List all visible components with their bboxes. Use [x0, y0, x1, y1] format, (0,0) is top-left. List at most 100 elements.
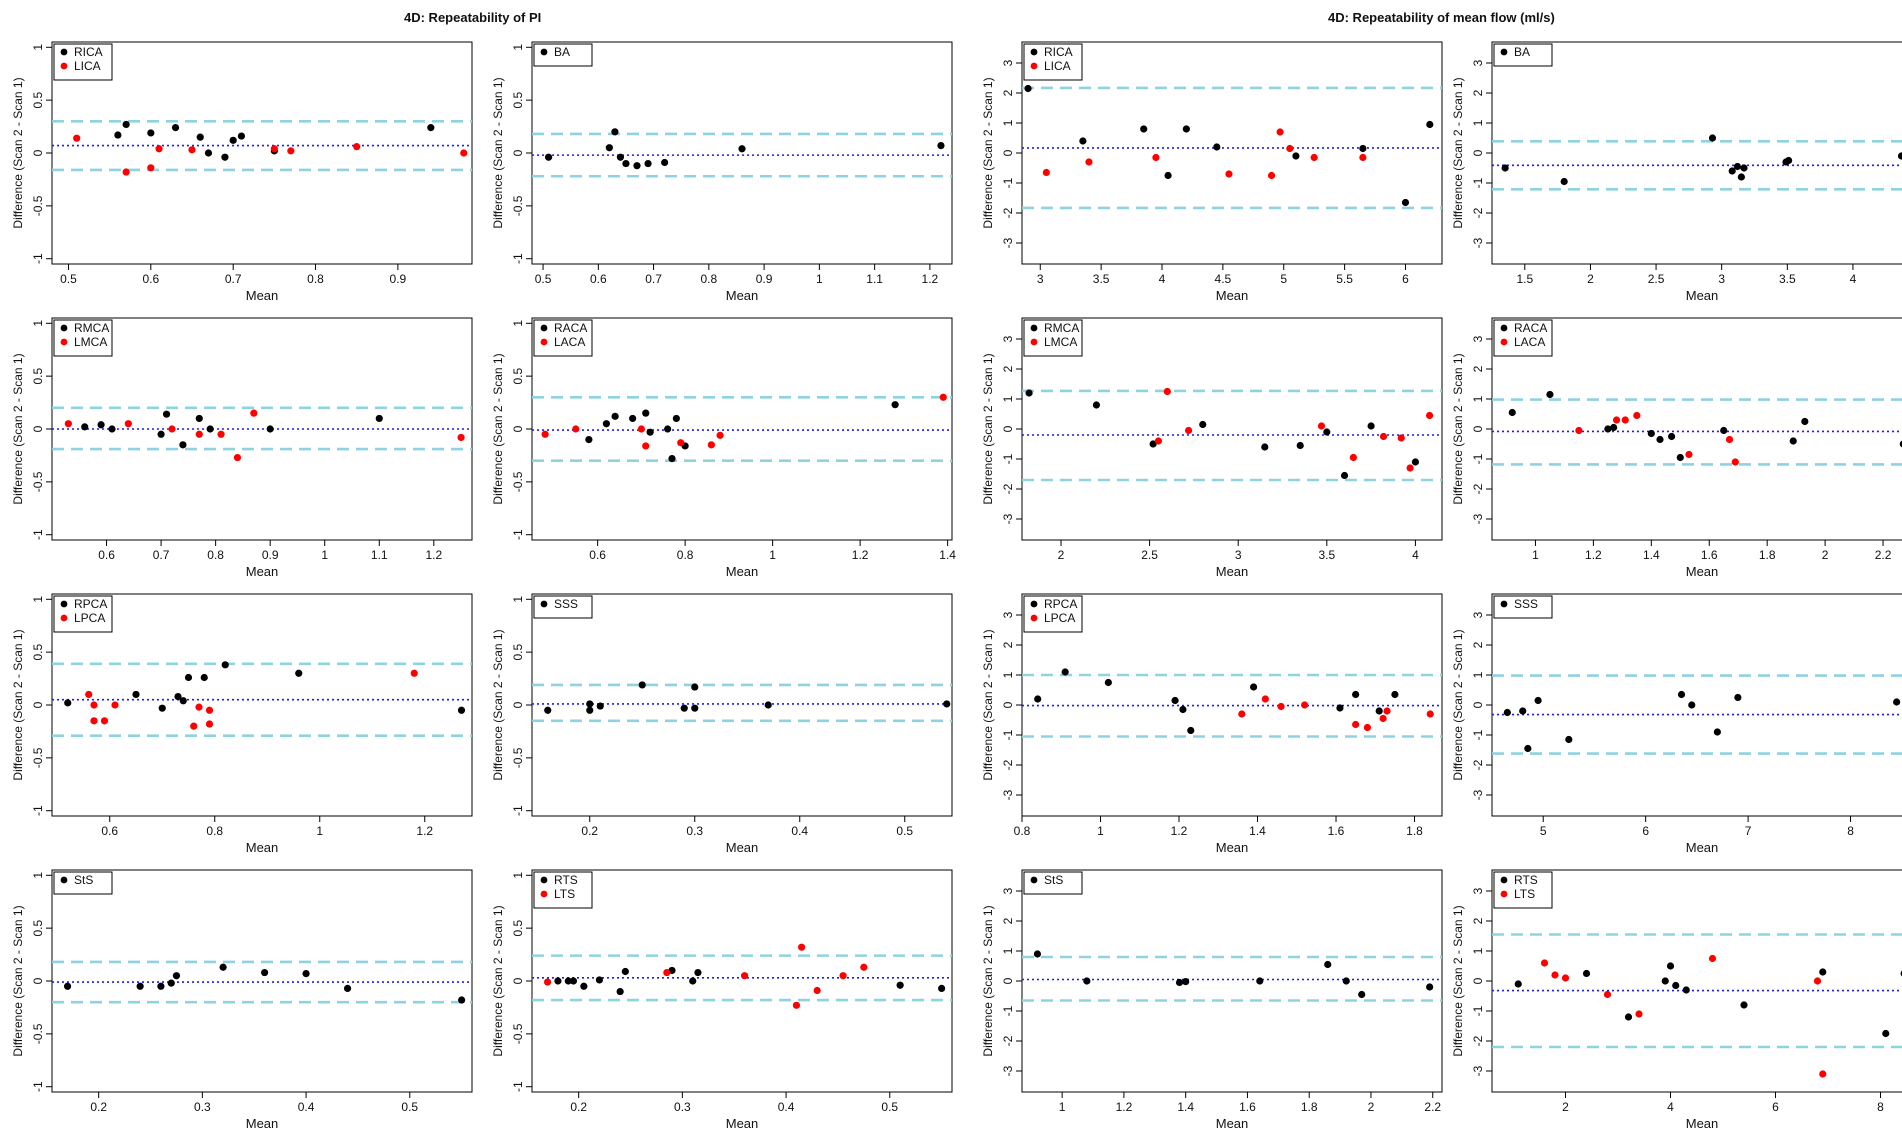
x-tick-label: 2 [1058, 548, 1065, 562]
data-point [586, 700, 594, 708]
data-point [1612, 416, 1621, 424]
legend-label: RMCA [1044, 321, 1079, 335]
y-tick-label: 1 [511, 44, 525, 51]
data-point [1292, 152, 1300, 160]
x-tick-label: 1 [1059, 1100, 1066, 1114]
data-point [1676, 453, 1684, 462]
data-point [162, 410, 171, 418]
y-axis-label: Difference (Scan 2 - Scan 1) [11, 629, 25, 780]
data-point [1184, 426, 1193, 435]
x-tick-label: 1.1 [866, 272, 883, 286]
legend-marker [540, 48, 548, 56]
data-point [611, 128, 619, 136]
x-tick-label: 0.9 [390, 272, 407, 286]
y-tick-label: 1 [511, 320, 525, 327]
x-tick-label: 3.5 [1318, 548, 1335, 562]
legend-label: RACA [1514, 321, 1547, 335]
data-point [1085, 158, 1093, 166]
data-point [939, 393, 947, 401]
y-tick-label: -2 [1471, 483, 1485, 494]
x-tick-label: 3 [1037, 272, 1044, 286]
data-point [1565, 735, 1573, 744]
data-point [707, 441, 715, 449]
data-point [1508, 408, 1516, 417]
data-point [691, 704, 699, 712]
data-point [195, 703, 203, 711]
panel-pi-pca: 0.6 0.8 1 1.2 -1 -0.5 0 0.5 1 Mean Difference (Sca… [11, 593, 473, 855]
data-point [1893, 698, 1901, 706]
legend-label: RICA [74, 45, 103, 59]
data-point [1514, 980, 1522, 988]
legend-marker [1030, 876, 1038, 884]
y-tick-label: 3 [1001, 59, 1015, 66]
y-tick-label: -0.5 [31, 747, 45, 768]
data-point [221, 661, 229, 669]
data-point [188, 146, 196, 154]
legend-marker [540, 890, 548, 898]
x-axis-label: Mean [1216, 564, 1249, 579]
y-tick-label: -3 [1471, 789, 1485, 800]
data-point [1677, 690, 1686, 699]
x-tick-label: 0.7 [153, 548, 170, 562]
data-point [1672, 981, 1680, 990]
legend-label: LMCA [74, 335, 107, 349]
data-point [1276, 128, 1284, 136]
data-point [1391, 690, 1399, 699]
y-tick-label: 0 [1001, 701, 1015, 708]
x-tick-label: 0.6 [589, 548, 606, 562]
data-point [637, 425, 645, 433]
data-point [1819, 1070, 1827, 1078]
data-point [1524, 744, 1532, 753]
y-axis-label: Difference (Scan 2 - Scan 1) [1451, 905, 1465, 1056]
x-tick-label: 1.2 [416, 824, 433, 838]
y-tick-label: -2 [1001, 759, 1015, 770]
y-tick-label: 0.5 [511, 91, 525, 108]
data-point [1238, 710, 1246, 718]
data-point [1359, 153, 1367, 162]
legend-marker [1500, 600, 1508, 608]
y-tick-label: -1 [1001, 729, 1015, 740]
legend-label: LICA [74, 59, 101, 73]
y-tick-label: 2 [1001, 917, 1015, 924]
data-point [1397, 434, 1405, 442]
panel-pi-ba: 0.5 0.6 0.7 0.8 0.9 1 1.1 1.2 -1 -0.5 0 0.5 1 Mean Dif… [491, 41, 953, 303]
x-tick-label: 0.2 [570, 1100, 587, 1114]
data-point [287, 147, 295, 155]
legend-box [533, 595, 593, 619]
x-tick-label: 1.8 [1759, 548, 1776, 562]
data-point [1519, 707, 1527, 715]
legend-label: RTS [1514, 873, 1538, 887]
y-tick-label: 1 [1001, 395, 1015, 402]
data-point [90, 701, 98, 709]
x-tick-label: 1 [1532, 548, 1539, 562]
data-point [839, 972, 847, 980]
data-point [586, 706, 594, 714]
legend-box [1493, 43, 1553, 67]
data-point [1256, 977, 1264, 985]
data-point [343, 984, 352, 993]
data-point [196, 133, 204, 141]
data-point [1323, 428, 1331, 436]
data-point [1267, 171, 1276, 180]
data-point [1187, 726, 1195, 735]
y-tick-label: 0.5 [511, 643, 525, 660]
panel-flow-sts: 1 1.2 1.4 1.6 1.8 2 2.2 -3 -2 -1 0 1 2 3 Mean Differenc… [981, 869, 1443, 1131]
data-point [1342, 977, 1350, 985]
legend-label: RMCA [74, 321, 109, 335]
legend-marker [1500, 890, 1508, 898]
y-tick-label: -1 [31, 529, 45, 540]
legend-marker [1030, 62, 1038, 70]
data-point [1042, 168, 1050, 177]
y-axis-label: Difference (Scan 2 - Scan 1) [491, 77, 505, 228]
y-tick-label: -3 [1471, 237, 1485, 248]
data-point [1720, 426, 1728, 435]
data-point [1682, 986, 1690, 994]
panel-pi-aca: 0.6 0.8 1 1.2 1.4 -1 -0.5 0 0.5 1 Mean Difference (… [491, 317, 956, 579]
data-point [1083, 977, 1091, 985]
y-tick-label: 1 [31, 596, 45, 603]
data-point [677, 439, 685, 447]
y-tick-label: 2 [1001, 365, 1015, 372]
data-point [896, 981, 904, 989]
y-tick-label: -2 [1471, 207, 1485, 218]
data-point [1656, 435, 1664, 444]
